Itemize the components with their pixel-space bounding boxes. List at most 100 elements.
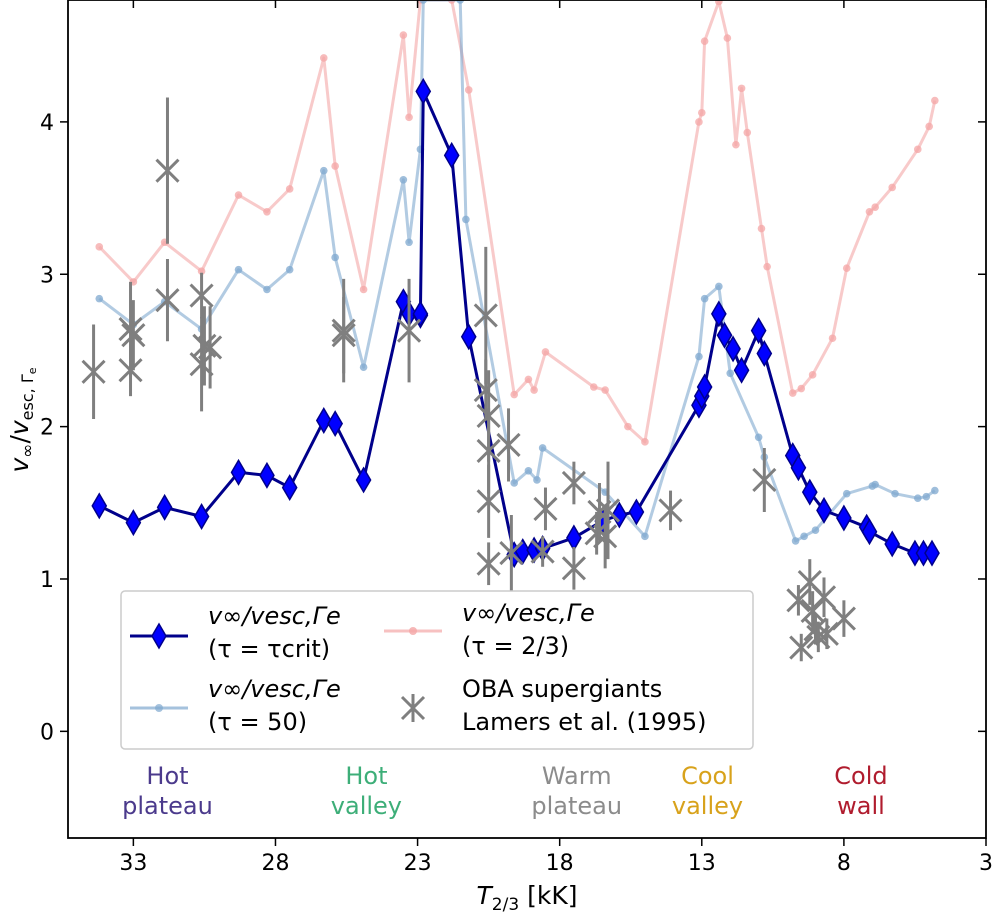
data-point-diamond [801, 478, 818, 506]
cross-arm [530, 539, 555, 564]
data-point [524, 467, 533, 475]
data-point [331, 253, 339, 262]
data-point-diamond [193, 503, 210, 531]
data-point [922, 492, 931, 501]
data-point [808, 371, 817, 379]
data-point-diamond [756, 339, 773, 367]
data-point [754, 433, 763, 442]
data-point [828, 334, 837, 343]
observation-point [331, 297, 356, 374]
data-point [589, 383, 598, 391]
legend-marker-observations [400, 694, 426, 722]
data-point [530, 386, 538, 394]
data-point [95, 243, 104, 251]
data-point [510, 390, 519, 399]
data-point [197, 267, 206, 276]
data-point [624, 422, 632, 431]
cross-arm [155, 158, 180, 183]
observation-point [121, 300, 146, 371]
observation-point [499, 514, 524, 592]
region-label-layer: Hot plateau Hot valley Warm plateau Cool valley… [122, 762, 887, 820]
data-point [359, 285, 368, 294]
x-tick-label: 8 [837, 851, 851, 876]
data-point-diamond [861, 518, 878, 546]
data-point-diamond [696, 373, 713, 401]
cross-arm [476, 489, 501, 514]
data-point-diamond [884, 530, 901, 558]
cross-arm [561, 556, 586, 581]
data-point-diamond [836, 504, 852, 532]
legend-label-observations-2: Lamers et al. (1995) [462, 708, 706, 736]
data-point-diamond [750, 317, 767, 345]
data-point-diamond [315, 407, 332, 435]
legend: v∞/vesc,Γe (τ = τcrit) v∞/vesc,Γe (τ = 5… [120, 590, 754, 750]
series-1 [95, 0, 939, 545]
data-point [715, 0, 723, 6]
data-point-diamond [733, 356, 750, 384]
observation-point [118, 281, 143, 377]
observation-point [561, 546, 586, 590]
cross-arm [786, 588, 811, 613]
data-point [700, 37, 709, 45]
legend-entry-observations: OBA supergiants Lamers et al. (1995) [400, 675, 706, 736]
cross-arm [473, 303, 498, 328]
data-point [732, 140, 740, 149]
cross-arm [192, 333, 217, 358]
data-point [541, 348, 550, 356]
data-point [925, 122, 933, 131]
data-point-diamond [790, 454, 807, 482]
data-point-diamond [710, 300, 727, 328]
legend-entry-tau-crit: v∞/vesc,Γe (τ = τcrit) [130, 602, 341, 663]
cross-arm [595, 498, 621, 523]
region-label: Hot plateau [122, 762, 213, 820]
data-point-diamond [716, 321, 733, 349]
cross-arm [331, 323, 356, 348]
data-point-diamond [156, 493, 173, 521]
data-point [763, 262, 771, 271]
y-tick-label: 1 [40, 568, 54, 593]
legend-label-tau-crit-2: (τ = τcrit) [208, 635, 330, 663]
data-point [715, 282, 723, 291]
data-point [913, 145, 922, 154]
legend-marker-tau-50 [155, 704, 163, 712]
data-point [913, 494, 922, 503]
legend-label-tau-50-1: v∞/vesc,Γe [208, 675, 341, 703]
x-axis-label: T2/3 [kK] [477, 881, 578, 914]
cross-arm [499, 541, 524, 566]
data-point [462, 215, 470, 224]
observation-point [473, 359, 498, 421]
observation-point [789, 633, 814, 662]
observation-layer [81, 97, 856, 662]
cross-arm [121, 323, 146, 348]
x-tick-label: 13 [688, 851, 716, 876]
observation-point [155, 97, 180, 244]
cross-arm [118, 317, 143, 342]
observation-point [831, 600, 856, 637]
x-tick-label: 28 [261, 851, 289, 876]
data-point-diamond [327, 410, 344, 438]
data-point [888, 183, 897, 192]
data-point [234, 191, 243, 199]
data-point [601, 386, 609, 394]
series-line-1 [98, 0, 936, 543]
data-point [359, 363, 368, 371]
y-axis-label: v∞/vesc, Γe [5, 367, 39, 472]
data-point [865, 207, 874, 216]
region-label: Hot valley [331, 762, 402, 820]
data-point [285, 185, 294, 193]
data-point-diamond [611, 501, 628, 529]
data-point [263, 285, 271, 294]
region-label: Cool valley [672, 762, 743, 820]
legend-label-tau-crit-1: v∞/vesc,Γe [208, 602, 341, 630]
legend-entry-tau-two-thirds: v∞/vesc,Γe (τ = 2/3) [384, 599, 595, 660]
legend-marker-tau-two-thirds [409, 627, 417, 635]
observation-point [561, 461, 586, 505]
cross-arm [811, 585, 837, 610]
data-point [743, 128, 752, 137]
cross-arm [155, 288, 180, 313]
data-point [641, 532, 649, 541]
data-point [871, 480, 879, 489]
data-point [842, 264, 851, 272]
observation-point [811, 577, 837, 618]
